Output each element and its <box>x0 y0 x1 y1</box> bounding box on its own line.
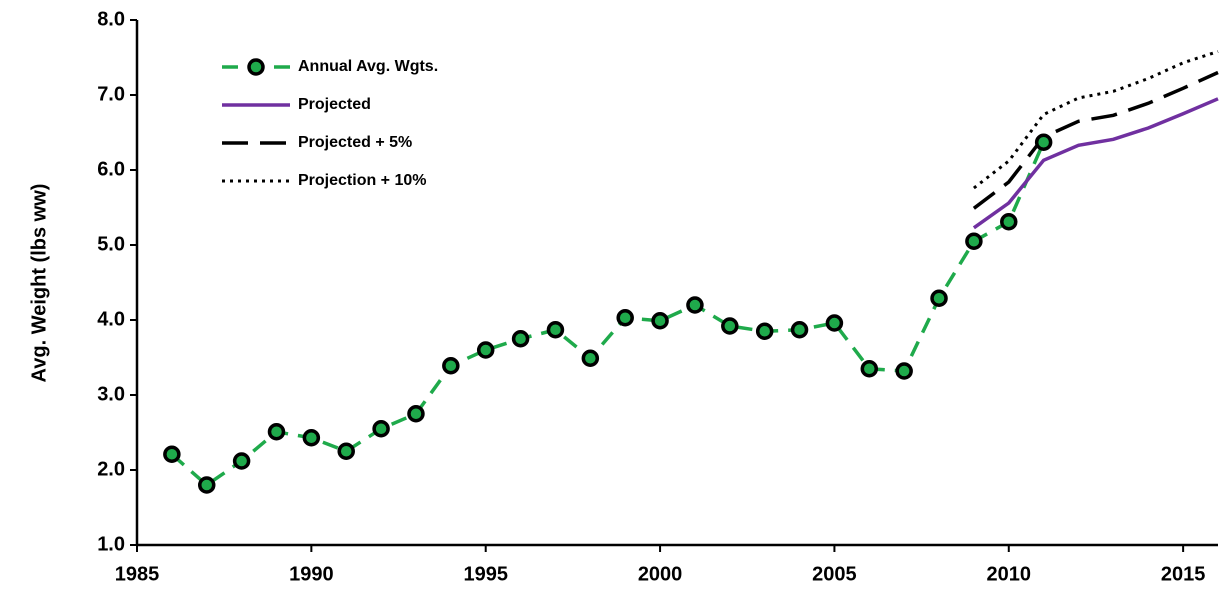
data-point <box>616 309 634 327</box>
data-point <box>1034 133 1053 151</box>
series-line <box>170 141 1046 488</box>
series-line <box>972 97 1219 230</box>
x-tick-label: 2005 <box>812 563 857 585</box>
data-point <box>407 405 425 423</box>
data-point <box>1000 213 1018 231</box>
data-point <box>197 476 216 494</box>
x-tick-label: 2010 <box>987 563 1032 585</box>
y-tick-label: 1.0 <box>97 533 125 555</box>
legend-marker <box>247 58 265 76</box>
data-point <box>581 349 600 367</box>
y-tick-label: 2.0 <box>97 458 125 480</box>
y-axis-title: Avg. Weight (lbs ww) <box>28 184 50 383</box>
data-point <box>651 312 669 330</box>
x-tick-label: 2015 <box>1161 563 1206 585</box>
data-point <box>930 289 948 307</box>
legend-label: Annual Avg. Wgts. <box>298 58 438 75</box>
data-point <box>302 429 321 447</box>
x-tick-label: 2000 <box>638 563 683 585</box>
series-line <box>972 70 1219 210</box>
data-point <box>686 296 704 314</box>
y-tick-label: 8.0 <box>97 8 125 30</box>
data-point <box>895 362 913 380</box>
x-tick-label: 1990 <box>289 563 334 585</box>
data-point <box>721 317 739 335</box>
data-point <box>965 232 983 250</box>
legend-label: Projection + 10% <box>298 172 427 189</box>
data-point <box>825 314 844 332</box>
data-point <box>511 330 530 348</box>
data-point <box>476 341 495 359</box>
data-point <box>163 445 181 463</box>
data-point <box>267 423 286 441</box>
data-point <box>755 322 774 340</box>
data-point <box>860 360 879 378</box>
data-point <box>232 452 251 470</box>
y-tick-label: 5.0 <box>97 233 125 255</box>
data-point <box>372 420 390 438</box>
y-tick-label: 7.0 <box>97 83 125 105</box>
data-point <box>442 357 460 375</box>
x-tick-label: 1985 <box>115 563 160 585</box>
x-tick-label: 1995 <box>463 563 508 585</box>
y-tick-label: 6.0 <box>97 158 125 180</box>
y-tick-label: 4.0 <box>97 308 125 330</box>
data-point <box>790 321 809 339</box>
y-tick-label: 3.0 <box>97 383 125 405</box>
data-point <box>546 321 565 339</box>
legend-label: Projected + 5% <box>298 134 412 151</box>
data-point <box>337 442 355 460</box>
legend-label: Projected <box>298 96 371 113</box>
